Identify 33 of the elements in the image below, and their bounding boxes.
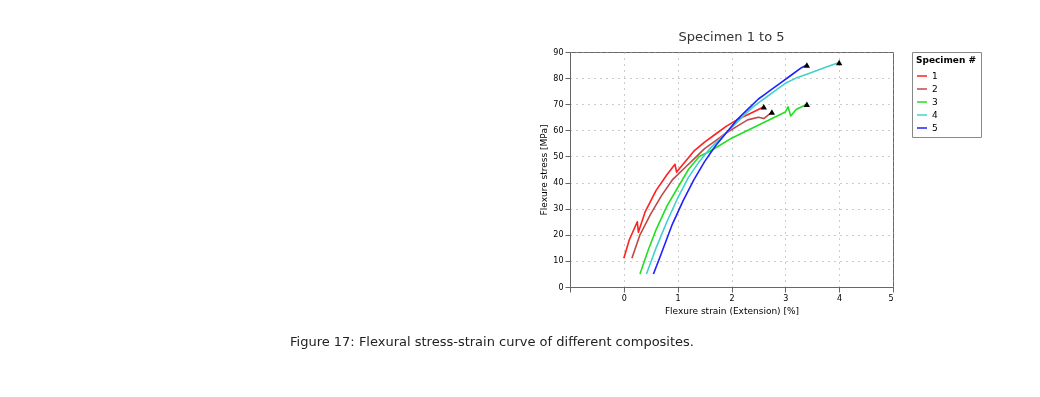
point [760, 104, 767, 110]
point [803, 101, 811, 107]
x-tick-label: 0 [621, 293, 627, 303]
y-tick-label: 90 [553, 47, 564, 57]
legend-label: 1 [932, 71, 938, 81]
x-tick-label: 3 [783, 293, 789, 303]
legend-label: 3 [932, 97, 938, 107]
y-tick-label: 80 [553, 73, 564, 83]
y-tick-label: 20 [553, 230, 564, 240]
y-tick-label: 0 [558, 282, 564, 292]
point [836, 59, 843, 66]
line-series [639, 103, 808, 275]
caption: Figure 17: Flexural stress-strain curve of different composites. [290, 334, 694, 349]
y-tick-label: 40 [553, 178, 564, 188]
y-tick-label: 10 [553, 256, 564, 266]
x-tick-label: 1 [675, 293, 681, 303]
point [768, 109, 776, 115]
y-tick-label: 30 [553, 204, 564, 214]
legend-title: Specimen # [916, 55, 977, 65]
legend-label: 2 [932, 84, 938, 94]
y-tick-label: 70 [553, 99, 564, 109]
chart-title: Specimen 1 to 5 [678, 29, 785, 44]
line-series [652, 64, 808, 275]
x-tick-label: 5 [888, 293, 894, 303]
x-axis-title: Flexure strain (Extension) [%] [664, 305, 800, 316]
point [803, 62, 811, 68]
y-axis-title: Flexure stress [MPa] [539, 124, 550, 216]
y-tick-label: 50 [553, 151, 564, 161]
y-tick-label: 60 [553, 125, 564, 135]
legend-label: 5 [932, 123, 938, 133]
x-tick-label: 2 [729, 293, 735, 303]
legend-label: 4 [932, 110, 938, 120]
x-tick-label: 4 [837, 293, 843, 303]
